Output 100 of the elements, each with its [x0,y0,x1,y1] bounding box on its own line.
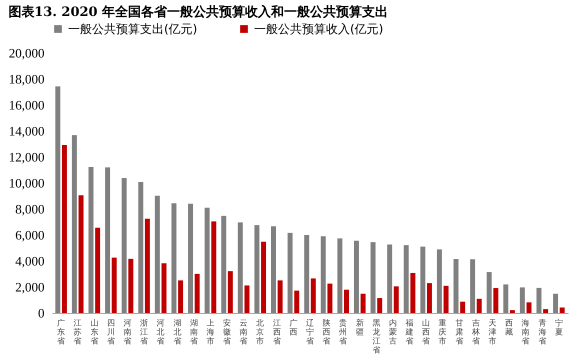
x-tick-label: 天津市 [488,318,497,346]
bar [560,308,565,313]
legend-label: 一般公共预算收入(亿元) [254,22,384,36]
y-tick-label: 16,000 [8,98,44,112]
bar [454,259,458,313]
bar [337,238,342,313]
bar [510,310,515,313]
x-tick-label: 四川省 [106,318,115,346]
y-tick-label: 12,000 [8,150,44,164]
bar [460,302,466,313]
y-tick-label: 14,000 [8,124,44,138]
bar [387,244,392,313]
bar [404,245,409,313]
x-tick-label: 内蒙古 [388,318,397,346]
x-tick-label: 海南省 [522,318,530,346]
x-tick-label: 广西 [289,318,298,336]
x-tick-label: 上海市 [206,318,214,346]
bar [354,240,359,313]
bar [204,208,210,313]
bar [221,216,226,313]
bar [211,221,216,313]
bar [288,232,293,313]
bar [360,294,366,313]
bar [72,135,77,313]
bar [536,288,542,313]
x-tick-label: 甘肃省 [455,318,464,346]
x-tick-label: 云南省 [240,318,248,346]
bar [526,302,532,313]
bar [171,203,176,313]
x-tick-label: 广东省 [57,318,66,346]
x-tick-label: 河北省 [156,318,165,346]
bar [377,298,382,313]
bar [88,167,94,313]
x-tick-label: 陕西省 [322,318,331,346]
bar [493,288,498,313]
legend-label: 一般公共预算支出(亿元) [68,22,198,36]
bar [128,258,134,313]
x-tick-label: 江西省 [272,318,281,346]
bar [105,167,110,313]
bar [261,242,266,313]
x-tick-label: 湖北省 [173,318,182,346]
chart-title: 图表13. 2020 年全国各省一般公共预算收入和一般公共预算支出 [8,4,388,20]
bar [294,290,300,313]
bar [543,309,548,313]
bar [278,280,283,313]
x-tick-label: 山东省 [90,318,98,346]
bar [122,178,127,313]
y-tick-label: 6,000 [15,228,44,242]
bar [486,272,492,313]
bar [553,294,558,313]
x-tick-label: 青海省 [538,318,546,346]
bar [520,287,525,313]
x-tick-label: 福建省 [404,318,414,346]
bar [55,86,60,313]
x-tick-label: 新疆 [356,318,364,336]
bar [420,246,426,313]
bar [426,283,432,313]
bar [327,284,332,313]
bar [320,236,326,313]
bar [370,242,376,313]
x-tick-label: 吉林省 [470,318,480,346]
bar [304,235,310,313]
bar [78,195,84,313]
bar [144,218,150,313]
y-tick-label: 10,000 [8,176,44,190]
bar [476,298,482,313]
x-tick-label: 江苏省 [74,318,82,346]
y-tick-label: 4,000 [15,254,44,268]
x-tick-label: 黑龙江省 [372,318,380,354]
y-tick-label: 20,000 [8,46,44,60]
y-tick-label: 2,000 [15,280,44,294]
bar [188,204,194,313]
x-tick-label: 北京市 [256,318,264,346]
x-tick-label: 辽宁省 [306,318,314,346]
y-tick-label: 18,000 [8,72,44,86]
bar [310,278,316,313]
y-tick-label: 8,000 [15,202,44,216]
bar [138,182,144,313]
x-tick-label: 湖南省 [190,318,198,346]
bar [410,272,416,313]
x-tick-label: 浙江省 [140,318,148,346]
bar [228,271,233,313]
bar [154,196,160,313]
bar [178,280,184,313]
x-tick-label: 贵州省 [339,318,348,346]
bar [254,225,260,313]
bar [470,259,476,313]
x-tick-label: 西藏 [505,318,514,336]
bar [503,284,508,313]
y-tick-label: 0 [38,306,44,320]
bar [62,145,67,313]
bar [194,274,200,313]
bar [112,258,117,313]
bar [444,286,449,313]
bar [394,286,399,313]
bar [95,228,100,313]
bar [244,285,250,313]
x-tick-label: 山西省 [422,318,430,346]
x-tick-label: 河南省 [123,318,132,346]
x-tick-label: 安徽省 [223,318,232,346]
